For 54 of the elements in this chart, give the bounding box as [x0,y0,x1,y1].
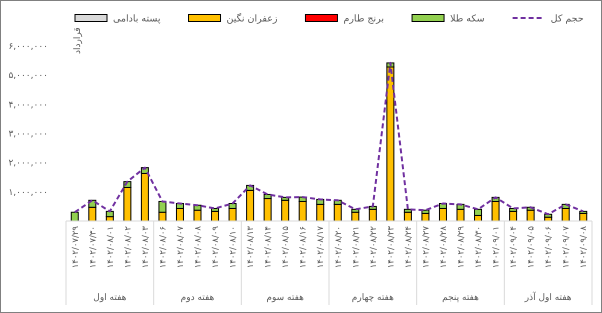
y-tick-label: ۳,۰۰۰,۰۰۰ [8,130,48,140]
x-tick-label: ۱۴۰۲/۰۸/۰۳ [140,226,151,268]
x-tick-label: ۱۴۰۲/۰۸/۱۷ [316,226,326,268]
x-tick-label: ۱۴۰۲/۰۸/۲۰ [334,226,344,268]
bar [264,198,272,222]
legend-label: پسته بادامی [113,14,161,24]
x-tick-label: ۱۴۰۲/۰۷/۳۰ [88,226,98,268]
x-tick-label: ۱۴۰۲/۰۹/۰۸ [579,226,590,268]
x-tick-label: ۱۴۰۲/۰۸/۲۸ [438,226,449,268]
x-tick-label: ۱۴۰۲/۰۸/۱۳ [246,226,256,268]
text: هفته پنجم [442,293,480,303]
legend-label: برنج طارم [343,14,384,24]
x-tick-label: ۱۴۰۲/۰۸/۱۶ [298,226,309,268]
x-tick-label: ۱۴۰۲/۰۸/۰۶ [158,226,168,268]
x-tick-label: ۱۴۰۲/۰۹/۰۴ [509,226,520,268]
text: هفته اول آذر [524,291,572,303]
bar [106,210,114,218]
bar [298,200,307,222]
x-tick-label: ۱۴۰۲/۰۸/۲۳ [386,226,396,268]
y-axis-title: قرارداد [73,27,83,54]
x-tick-label: ۱۴۰۲/۰۸/۰۷ [176,226,186,268]
y-tick-label: ۵,۰۰۰,۰۰۰ [8,71,48,82]
x-tick-label: ۱۴۰۲/۰۸/۱۰ [228,226,239,268]
x-tick-label: ۱۴۰۲/۰۹/۰۱ [492,226,502,268]
x-tick-label: ۱۴۰۲/۰۸/۱۵ [281,226,292,268]
x-tick-label: ۱۴۰۲/۰۹/۰۷ [562,226,572,268]
x-tick-label: ۱۴۰۲/۰۷/۲۹ [70,226,81,268]
text: هفته دوم [180,293,215,303]
x-tick-label: ۱۴۰۲/۰۸/۲۴ [404,226,414,268]
x-tick-label: ۱۴۰۲/۰۸/۲۲ [368,226,379,268]
y-tick-label: ۱,۰۰۰,۰۰۰ [8,188,48,198]
y-tick-label: ۲,۰۰۰,۰۰۰ [8,158,48,169]
x-tick-label: ۱۴۰۲/۰۹/۰۶ [544,226,554,268]
text: هفته اول [93,293,127,303]
x-tick-label: ۱۴۰۲/۰۸/۳۰ [474,226,484,268]
x-tick-label: ۱۴۰۲/۰۸/۰۱ [106,226,116,268]
legend-label: زعفران نگین [226,12,278,24]
text: هفته چهارم [352,293,394,303]
text: هفته سوم [266,293,304,303]
bar [386,66,394,222]
x-tick-label: ۱۴۰۲/۰۹/۰۵ [526,226,537,268]
x-tick-label: ۱۴۰۲/۰۸/۱۴ [264,226,274,268]
legend-label: سکه طلا [450,14,485,24]
x-tick-label: ۱۴۰۲/۰۸/۰۲ [123,226,134,268]
x-tick-label: ۱۴۰۲/۰۸/۲۱ [351,226,362,268]
y-tick-label: ۶,۰۰۰,۰۰۰ [8,42,48,52]
x-tick-label: ۱۴۰۲/۰۸/۲۷ [421,226,432,268]
x-tick-label: ۱۴۰۲/۰۸/۲۹ [456,226,466,268]
legend-label: حجم کل [550,14,584,24]
x-tick-label: ۱۴۰۲/۰۸/۰۸ [194,226,204,268]
y-tick-label: ۴,۰۰۰,۰۰۰ [8,100,48,110]
bar [281,200,290,222]
x-tick-label: ۱۴۰۲/۰۸/۰۹ [211,226,222,268]
bar [492,200,500,222]
